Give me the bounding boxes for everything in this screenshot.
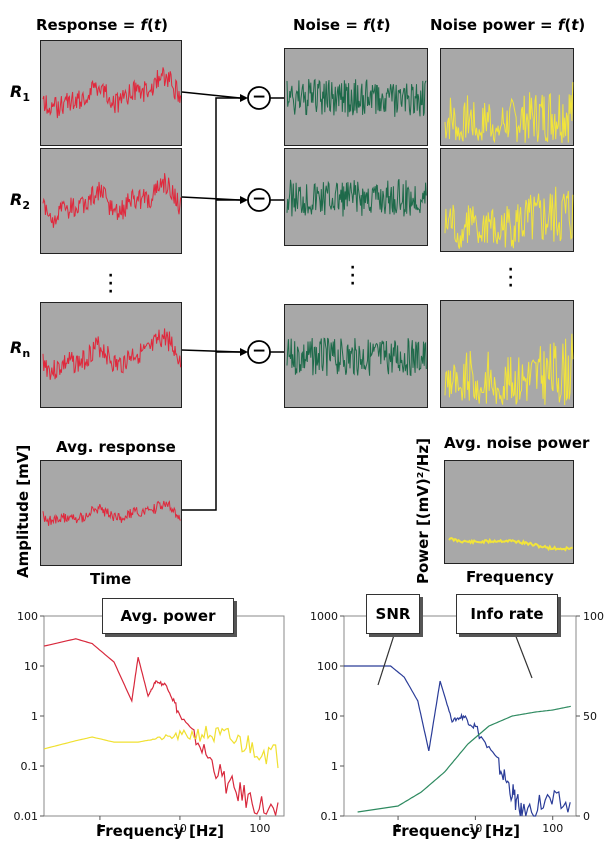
y-tick-label: 10 xyxy=(24,660,38,673)
noise-trace-n xyxy=(286,337,427,377)
series-line xyxy=(344,665,571,817)
noise-power-trace-n xyxy=(444,333,574,406)
y-tick-label: 1 xyxy=(31,710,38,723)
response-panel-n xyxy=(40,302,182,408)
y-tick-label: 1000 xyxy=(310,610,338,623)
avg-power-callout: Avg. power xyxy=(102,598,234,634)
frequency-label: Frequency xyxy=(466,568,554,586)
power-axis-label: Power [(mV)²/Hz] xyxy=(414,438,432,584)
noise-power-panel-1 xyxy=(440,48,574,146)
y-tick-label: 0.1 xyxy=(321,810,339,823)
response-panel-1 xyxy=(40,40,182,146)
y2-tick-label: 0 xyxy=(583,810,590,823)
ellipsis-noise: · · · xyxy=(350,260,356,292)
avg-power-chart: 1 10 100 0.01 0.1 1 10 100 xyxy=(14,610,285,835)
ellipsis-response: · · · xyxy=(108,268,114,300)
row-label-r2: R2 xyxy=(10,190,30,213)
series-line xyxy=(43,725,279,769)
x-tick-label: 1 xyxy=(96,822,103,835)
y-tick-label: 100 xyxy=(317,660,338,673)
amplitude-axis-label: Amplitude [mV] xyxy=(14,444,32,578)
row-label-rn: Rn xyxy=(10,338,31,361)
y-tick-label: 10 xyxy=(324,710,338,723)
noise-power-panel-n xyxy=(440,300,574,408)
avg-response-title: Avg. response xyxy=(56,438,176,456)
header-noise-power: Noise power = f(t) xyxy=(430,16,586,34)
noise-panel-2 xyxy=(284,148,428,246)
avg-noise-power-trace xyxy=(448,537,573,552)
x-tick-label: 1 xyxy=(395,822,402,835)
y-tick-label: 1 xyxy=(331,760,338,773)
subtract-operator-2: − xyxy=(252,189,267,209)
chart1-xlabel: Frequency [Hz] xyxy=(96,822,225,840)
noise-power-trace-1 xyxy=(444,82,574,144)
noise-panel-n xyxy=(284,304,428,408)
snr-info-chart: 1 10 100 0.1 1 10 100 1000 0 50 100 xyxy=(310,610,604,835)
noise-trace-1 xyxy=(286,78,427,117)
time-label: Time xyxy=(90,570,132,588)
y2-tick-label: 100 xyxy=(583,610,604,623)
response-trace-2 xyxy=(42,173,182,228)
info-rate-callout: Info rate xyxy=(456,594,558,634)
y-tick-label: 0.01 xyxy=(14,810,39,823)
x-tick-label: 10 xyxy=(173,822,187,835)
snr-arrow xyxy=(377,631,396,686)
x-tick-label: 100 xyxy=(542,822,563,835)
row-label-r1: R1 xyxy=(10,82,30,105)
series-line xyxy=(43,638,279,816)
ellipsis-noise-power: · · · xyxy=(508,262,514,294)
y-tick-label: 100 xyxy=(17,610,38,623)
response-trace-n xyxy=(42,328,182,380)
noise-power-panel-2 xyxy=(440,148,574,252)
header-response: Response = f(t) xyxy=(36,16,168,34)
response-panel-2 xyxy=(40,148,182,254)
plot-frame xyxy=(43,615,285,817)
avg-noise-power-panel xyxy=(444,460,574,564)
y-tick-label: 0.1 xyxy=(21,760,39,773)
avg-noise-power-title: Avg. noise power xyxy=(444,434,590,452)
x-tick-label: 100 xyxy=(249,822,270,835)
avg-response-panel xyxy=(40,460,182,566)
noise-power-trace-2 xyxy=(444,186,574,249)
subtract-operator-n: − xyxy=(252,341,267,361)
snr-callout: SNR xyxy=(366,594,420,634)
noise-panel-1 xyxy=(284,48,428,146)
response-trace-1 xyxy=(42,67,182,119)
noise-trace-2 xyxy=(286,179,427,217)
info-rate-arrow xyxy=(514,633,533,679)
y2-tick-label: 50 xyxy=(583,710,597,723)
avg-response-trace xyxy=(42,500,181,526)
chart2-xlabel: Frequency [Hz] xyxy=(392,822,521,840)
x-tick-label: 10 xyxy=(468,822,482,835)
series-line xyxy=(357,705,571,813)
plot-frame xyxy=(343,615,577,817)
header-noise: Noise = f(t) xyxy=(293,16,391,34)
subtract-operator-1: − xyxy=(252,87,267,107)
